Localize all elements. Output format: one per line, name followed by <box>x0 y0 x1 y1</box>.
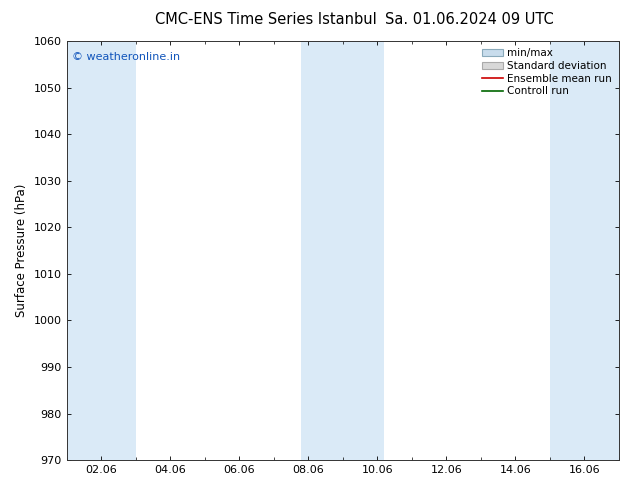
Bar <box>301 41 384 460</box>
Text: Sa. 01.06.2024 09 UTC: Sa. 01.06.2024 09 UTC <box>385 12 553 27</box>
Text: CMC-ENS Time Series Istanbul: CMC-ENS Time Series Istanbul <box>155 12 377 27</box>
Text: © weatheronline.in: © weatheronline.in <box>72 51 180 62</box>
Legend: min/max, Standard deviation, Ensemble mean run, Controll run: min/max, Standard deviation, Ensemble me… <box>480 46 614 98</box>
Y-axis label: Surface Pressure (hPa): Surface Pressure (hPa) <box>15 184 28 318</box>
Bar <box>550 41 619 460</box>
Bar <box>67 41 136 460</box>
